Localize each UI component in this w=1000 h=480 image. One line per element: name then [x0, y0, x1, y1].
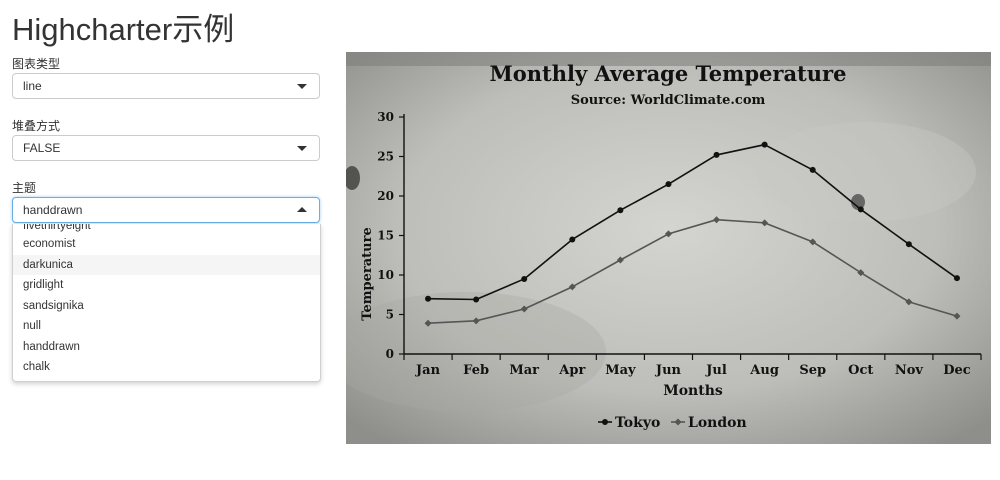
x-tick-label: Apr — [558, 363, 585, 378]
data-point-tokyo — [425, 295, 432, 302]
temperature-chart: Monthly Average Temperature Source: Worl… — [346, 52, 991, 444]
chart-container: Monthly Average Temperature Source: Worl… — [346, 52, 991, 444]
theme-value: handdrawn — [23, 203, 83, 217]
theme-option-economist[interactable]: economist — [23, 238, 76, 250]
data-point-london — [424, 319, 432, 327]
x-tick-label: Mar — [509, 363, 539, 378]
data-point-london — [905, 298, 913, 306]
data-point-tokyo — [761, 141, 768, 148]
y-tick-label: 10 — [377, 268, 394, 282]
paper-stain — [756, 122, 976, 222]
theme-option-fivethirtyeight[interactable]: fivethirtyeight — [23, 224, 91, 232]
data-point-london — [761, 219, 769, 227]
y-tick-label: 25 — [377, 150, 394, 164]
data-point-tokyo — [473, 296, 480, 303]
paper-background — [346, 52, 991, 444]
x-tick-label: Feb — [463, 363, 489, 378]
series-line-tokyo — [428, 143, 958, 301]
chart-legend[interactable]: Tokyo London — [598, 415, 747, 431]
x-axis-title: Months — [663, 383, 723, 399]
legend-item-tokyo[interactable]: Tokyo — [615, 415, 660, 431]
legend-marker-circle-icon — [602, 419, 608, 425]
data-point-tokyo — [809, 166, 816, 173]
theme-option-gridlight[interactable]: gridlight — [23, 279, 64, 291]
theme-option-null[interactable]: null — [23, 320, 41, 332]
chevron-up-icon — [297, 207, 307, 212]
data-point-tokyo — [665, 181, 672, 188]
data-point-london — [953, 312, 961, 320]
theme-dropdown-menu: fivethirtyeight economist darkunica grid… — [12, 224, 321, 382]
series-group — [424, 141, 961, 327]
data-point-tokyo — [953, 275, 960, 282]
chart-title: Monthly Average Temperature — [490, 61, 847, 86]
paper-top-edge — [346, 52, 991, 66]
x-tick-label: Dec — [943, 363, 971, 378]
data-point-tokyo — [857, 206, 864, 213]
theme-option-sandsignika[interactable]: sandsignika — [23, 299, 84, 312]
x-tick-label: Jan — [415, 363, 441, 378]
data-point-tokyo — [905, 241, 912, 248]
legend-marker-diamond-icon — [674, 418, 682, 426]
stacking-label: 堆叠方式 — [12, 119, 61, 133]
data-point-london — [857, 269, 865, 277]
chart-type-value: line — [23, 79, 42, 93]
chart-type-label: 图表类型 — [12, 57, 61, 71]
data-point-london — [616, 256, 624, 264]
y-tick-label: 15 — [377, 229, 394, 243]
y-axis: 0 5 10 15 20 25 30 — [377, 110, 405, 361]
chevron-down-icon — [297, 146, 307, 151]
theme-option-chalk[interactable]: chalk — [23, 361, 50, 373]
y-tick-label: 20 — [377, 189, 394, 203]
x-tick-label: Jun — [655, 363, 682, 378]
paper-stain — [851, 194, 865, 210]
app-title: Highcharter示例 — [12, 12, 235, 47]
y-tick-label: 5 — [386, 308, 394, 322]
x-tick-label: Aug — [749, 363, 779, 378]
chevron-down-icon — [297, 84, 307, 89]
series-line-london — [428, 218, 958, 324]
x-tick-label: Jul — [705, 363, 727, 378]
theme-label: 主题 — [12, 181, 37, 195]
data-point-tokyo — [569, 236, 576, 243]
y-tick-label: 30 — [377, 110, 394, 124]
x-tick-label: Sep — [799, 363, 826, 378]
theme-option-handdrawn[interactable]: handdrawn — [23, 340, 80, 353]
data-point-london — [664, 230, 672, 238]
data-point-london — [520, 305, 528, 313]
y-tick-label: 0 — [386, 347, 394, 361]
data-point-tokyo — [713, 151, 720, 158]
theme-option-darkunica[interactable]: darkunica — [13, 254, 320, 275]
data-point-london — [472, 317, 480, 325]
stacking-select[interactable]: FALSE — [12, 135, 320, 161]
paper-stain — [346, 166, 360, 190]
chart-type-select[interactable]: line — [12, 73, 320, 99]
x-tick-label: Nov — [895, 363, 924, 378]
legend-item-london[interactable]: London — [688, 415, 747, 431]
data-point-london — [568, 283, 576, 291]
data-point-tokyo — [521, 275, 528, 282]
data-point-london — [809, 238, 817, 246]
theme-select[interactable]: handdrawn — [12, 197, 320, 223]
x-tick-label: May — [605, 363, 636, 378]
x-axis: Jan Feb Mar Apr May Jun Jul Aug Sep Oct Nov Dec — [403, 353, 982, 378]
data-point-tokyo — [617, 207, 624, 214]
x-tick-label: Oct — [848, 363, 873, 378]
stacking-value: FALSE — [23, 141, 61, 155]
y-axis-title: Temperature — [360, 227, 375, 320]
paper-stain — [346, 292, 606, 412]
chart-subtitle: Source: WorldClimate.com — [571, 93, 766, 108]
data-point-london — [713, 216, 721, 224]
